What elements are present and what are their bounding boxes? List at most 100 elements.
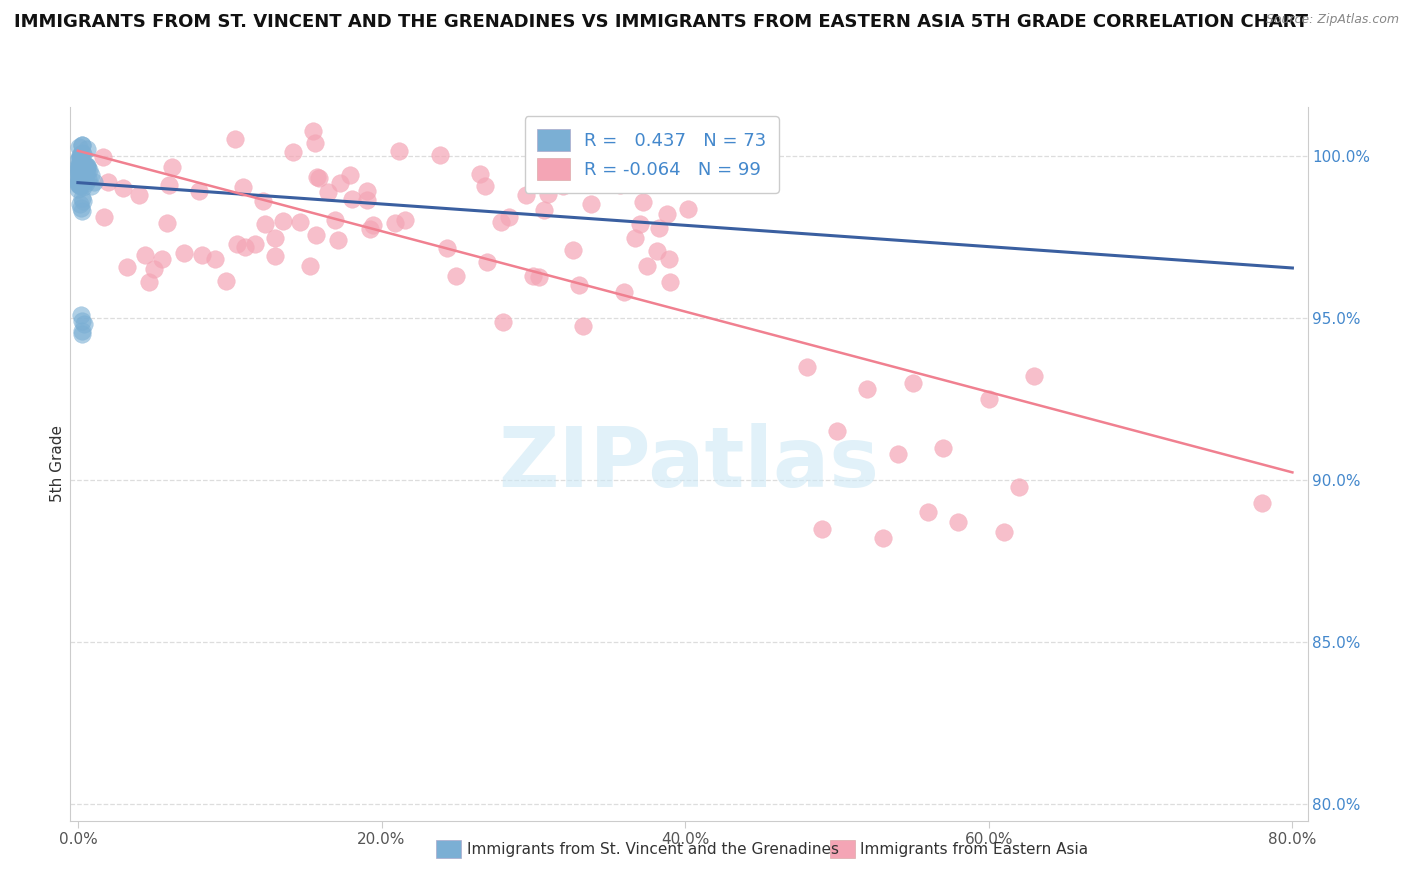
Point [339, 169, 361, 183]
Point [252, 194, 274, 208]
Point [340, 192, 363, 206]
Point [73, 159, 96, 173]
Point [328, 233, 350, 247]
Text: Source: ZipAtlas.com: Source: ZipAtlas.com [1265, 13, 1399, 27]
Point [69, 167, 91, 181]
Point [474, 179, 496, 194]
Point [308, 171, 330, 186]
Point [188, 185, 211, 199]
Point [323, 213, 346, 227]
Point [1251, 496, 1274, 510]
Point [301, 124, 323, 138]
Point [551, 178, 574, 193]
Point [72, 194, 94, 208]
Point [70, 167, 93, 181]
Point [475, 255, 498, 269]
Point [69, 197, 91, 211]
Point [69, 164, 91, 178]
Point [564, 176, 586, 190]
Point [191, 248, 214, 262]
Point [72, 147, 94, 161]
Point [72, 191, 94, 205]
Point [810, 522, 832, 536]
Point [676, 202, 699, 217]
Point [75, 176, 97, 190]
Point [79, 168, 101, 182]
Legend: R =   0.437   N = 73, R = -0.064   N = 99: R = 0.437 N = 73, R = -0.064 N = 99 [524, 116, 779, 193]
Point [609, 178, 631, 193]
Point [150, 252, 173, 266]
Point [67, 167, 90, 181]
Point [69, 163, 91, 178]
Point [79, 163, 101, 178]
Point [80, 178, 103, 193]
Point [70, 308, 93, 322]
Point [1008, 479, 1031, 493]
Point [796, 359, 818, 374]
Point [67, 157, 90, 171]
Point [69, 167, 91, 181]
Point [579, 196, 602, 211]
Point [489, 215, 512, 229]
Point [70, 162, 93, 177]
Point [67, 160, 90, 174]
Point [72, 159, 94, 173]
Point [72, 158, 94, 172]
Point [657, 252, 679, 266]
Point [536, 187, 558, 202]
Point [224, 132, 246, 146]
Point [72, 327, 94, 342]
Point [1024, 369, 1046, 384]
Point [655, 207, 678, 221]
Point [225, 236, 247, 251]
Point [522, 268, 544, 283]
Point [329, 176, 352, 190]
Point [134, 248, 156, 262]
Text: Immigrants from Eastern Asia: Immigrants from Eastern Asia [860, 842, 1088, 856]
Point [515, 188, 537, 202]
Point [70, 148, 93, 162]
Point [93, 150, 115, 164]
Point [73, 169, 96, 183]
Point [160, 161, 183, 175]
Point [932, 441, 955, 455]
Point [825, 425, 848, 439]
Point [157, 178, 180, 192]
Point [562, 244, 585, 258]
Point [70, 138, 93, 153]
Point [70, 314, 93, 328]
Point [76, 159, 98, 173]
Point [67, 140, 90, 154]
Point [69, 178, 91, 193]
Point [112, 181, 135, 195]
Point [67, 178, 90, 193]
Point [72, 164, 94, 178]
Point [304, 227, 326, 242]
Point [76, 142, 98, 156]
Point [173, 246, 195, 260]
Point [436, 242, 458, 256]
Point [67, 153, 90, 167]
Point [298, 259, 321, 273]
Point [67, 174, 90, 188]
Point [73, 160, 96, 174]
Point [856, 382, 879, 396]
Point [271, 214, 294, 228]
Point [388, 144, 411, 158]
Point [917, 506, 939, 520]
Point [359, 222, 381, 236]
Point [70, 169, 93, 184]
Point [69, 157, 91, 171]
Point [305, 169, 328, 184]
Point [67, 161, 90, 175]
Point [609, 163, 631, 178]
Point [76, 159, 98, 173]
Point [429, 148, 451, 162]
Point [254, 217, 277, 231]
Point [232, 180, 254, 194]
Point [568, 278, 591, 293]
Point [75, 159, 97, 173]
Point [290, 214, 312, 228]
Point [70, 158, 93, 172]
Point [70, 174, 93, 188]
